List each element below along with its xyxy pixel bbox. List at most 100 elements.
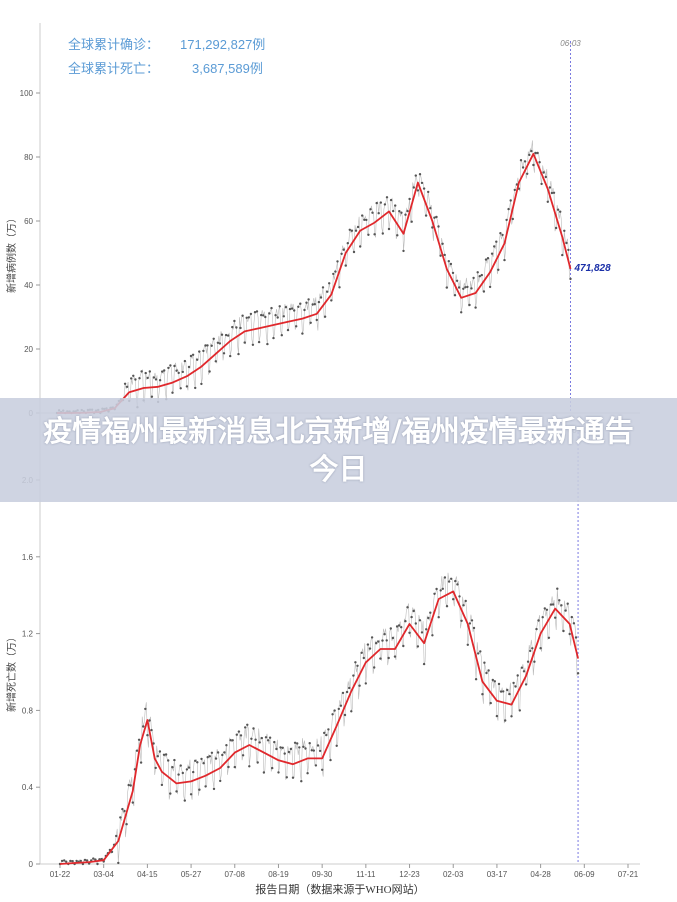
daily-point: [135, 749, 139, 752]
daily-point: [296, 742, 299, 745]
daily-point: [550, 191, 554, 195]
daily-point: [231, 325, 234, 329]
daily-point: [306, 772, 309, 775]
daily-point: [323, 731, 326, 735]
latest-value-label: 471,828: [574, 263, 612, 274]
daily-point: [251, 343, 255, 346]
daily-point: [187, 766, 191, 769]
daily-point: [499, 690, 503, 693]
daily-point: [341, 691, 345, 695]
daily-point: [529, 649, 532, 653]
x-tick-label: 02-03: [443, 870, 464, 879]
daily-point: [256, 761, 259, 764]
daily-point: [117, 861, 120, 865]
daily-point: [472, 276, 475, 280]
daily-point: [338, 286, 341, 289]
daily-point: [501, 233, 504, 237]
daily-point: [121, 807, 124, 811]
daily-point: [534, 151, 537, 155]
daily-point: [488, 285, 492, 289]
daily-point: [554, 226, 558, 230]
daily-point: [329, 758, 332, 762]
deaths-label: 全球累计死亡：: [68, 61, 159, 76]
daily-point: [173, 364, 176, 368]
daily-point: [243, 341, 246, 344]
daily-point: [316, 744, 320, 747]
daily-point: [189, 354, 193, 358]
daily-point: [163, 369, 166, 372]
daily-point: [505, 218, 508, 222]
daily-point: [371, 211, 374, 214]
daily-point: [404, 620, 407, 623]
daily-point: [495, 240, 498, 243]
daily-point: [358, 684, 361, 687]
daily-values-line: [60, 572, 579, 865]
daily-point: [352, 250, 356, 254]
daily-point: [152, 376, 156, 379]
daily-point: [266, 739, 270, 742]
daily-point: [65, 860, 68, 863]
daily-point: [450, 577, 453, 580]
daily-point: [480, 273, 483, 277]
daily-point: [519, 159, 523, 162]
daily-point: [262, 314, 265, 317]
daily-point: [454, 579, 457, 583]
daily-point: [150, 395, 154, 398]
daily-point: [293, 741, 297, 744]
daily-point: [83, 858, 87, 862]
daily-point: [225, 744, 228, 747]
daily-point: [477, 652, 480, 655]
daily-point: [345, 690, 349, 694]
daily-point: [447, 260, 450, 263]
daily-point: [564, 609, 567, 612]
daily-point: [377, 212, 380, 215]
daily-point: [310, 749, 313, 752]
daily-point: [214, 360, 217, 363]
daily-point: [330, 299, 333, 302]
confirmed-value: 171,292,827例: [180, 37, 265, 52]
daily-point: [273, 740, 276, 744]
daily-point: [552, 191, 556, 194]
daily-point: [219, 779, 222, 783]
daily-point: [497, 268, 500, 271]
daily-point: [381, 232, 384, 235]
daily-point: [383, 633, 386, 636]
daily-point: [175, 790, 178, 793]
daily-point: [375, 201, 378, 205]
daily-point: [474, 678, 478, 681]
daily-point: [462, 287, 465, 290]
daily-point: [542, 171, 545, 174]
x-tick-label: 09-30: [312, 870, 333, 879]
daily-point: [333, 709, 336, 712]
daily-point: [470, 287, 473, 290]
daily-point: [140, 370, 143, 373]
daily-point: [339, 704, 343, 707]
daily-point: [216, 341, 220, 344]
daily-point: [439, 589, 442, 592]
daily-point: [485, 671, 488, 675]
daily-point: [364, 682, 367, 685]
daily-point: [420, 181, 424, 185]
daily-point: [276, 316, 279, 319]
daily-point: [223, 751, 226, 754]
daily-point: [192, 770, 195, 774]
y-tick-label: 100: [20, 89, 34, 98]
daily-point: [360, 651, 363, 654]
daily-point: [268, 736, 272, 739]
daily-point: [387, 227, 391, 231]
bottom-chart: 00.40.81.21.62.0新增死亡数（万）01-2203-0404-150…: [5, 410, 640, 896]
daily-point: [342, 248, 345, 251]
daily-point: [146, 734, 149, 737]
daily-point: [262, 771, 266, 774]
daily-point: [562, 629, 565, 633]
daily-point: [418, 173, 422, 176]
daily-point: [202, 762, 205, 765]
daily-point: [302, 745, 305, 748]
daily-point: [568, 632, 571, 636]
daily-point: [127, 783, 130, 787]
daily-point: [394, 204, 397, 207]
daily-point: [194, 759, 197, 762]
daily-point: [410, 220, 413, 223]
daily-point: [148, 719, 151, 722]
daily-point: [354, 229, 358, 232]
